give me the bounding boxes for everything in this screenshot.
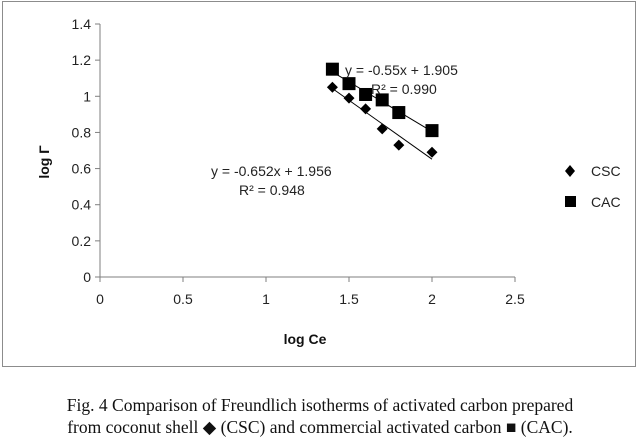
cac-point (425, 124, 439, 138)
x-tick-label: 0 (96, 291, 104, 307)
csc-point (376, 123, 388, 135)
legend-cac-label: CAC (591, 194, 621, 210)
csc-equation: y = -0.652x + 1.956 (211, 163, 332, 179)
csc-point (393, 139, 405, 151)
y-axis-title: log Γ (36, 145, 52, 179)
y-tick-label: 1.4 (72, 16, 92, 32)
csc-r2: R² = 0.948 (239, 182, 305, 198)
y-tick-label: 0.2 (72, 233, 92, 249)
csc-point (343, 92, 355, 104)
cac-r2: R² = 0.990 (371, 81, 437, 97)
legend: CSC CAC (565, 163, 621, 210)
x-tick-label: 1.5 (339, 291, 359, 307)
tick-labels: 0 0.2 0.4 0.6 0.8 1 1.2 1.4 0 0.5 1 1.5 2 2.5 (72, 16, 525, 307)
cac-point (342, 77, 356, 91)
csc-point (426, 146, 438, 158)
y-tick-label: 0.4 (72, 197, 92, 213)
y-tick-label: 0 (83, 269, 91, 285)
caption-line-1: Fig. 4 Comparison of Freundlich isotherm… (66, 395, 574, 415)
data-points (325, 62, 439, 158)
cac-equation: y = -0.55x + 1.905 (345, 62, 458, 78)
y-tick-label: 1.2 (72, 52, 92, 68)
figure-caption: Fig. 4 Comparison of Freundlich isotherm… (6, 394, 634, 438)
cac-point (375, 93, 389, 107)
caption-line-2: from coconut shell ◆ (CSC) and commercia… (67, 417, 573, 437)
y-tick-label: 1 (83, 88, 91, 104)
legend-csc-marker (565, 165, 575, 177)
cac-point (359, 87, 373, 101)
axes (95, 23, 516, 282)
csc-point (360, 103, 372, 115)
x-tick-label: 2 (428, 291, 436, 307)
y-tick-label: 0.8 (72, 124, 92, 140)
legend-cac-marker (565, 196, 576, 207)
cac-point (392, 106, 406, 120)
freundlich-chart: 0 0.2 0.4 0.6 0.8 1 1.2 1.4 0 0.5 1 1.5 2 2.5 log Γ l… (36, 16, 621, 347)
x-tick-label: 0.5 (173, 291, 193, 307)
legend-csc-label: CSC (591, 163, 621, 179)
cac-point (325, 62, 339, 76)
x-tick-label: 1 (262, 291, 270, 307)
x-tick-label: 2.5 (505, 291, 525, 307)
x-axis-title: log Ce (284, 331, 327, 347)
csc-point (326, 81, 338, 93)
chart-frame: 0 0.2 0.4 0.6 0.8 1 1.2 1.4 0 0.5 1 1.5 2 2.5 log Γ l… (2, 1, 636, 367)
y-tick-label: 0.6 (72, 161, 92, 177)
